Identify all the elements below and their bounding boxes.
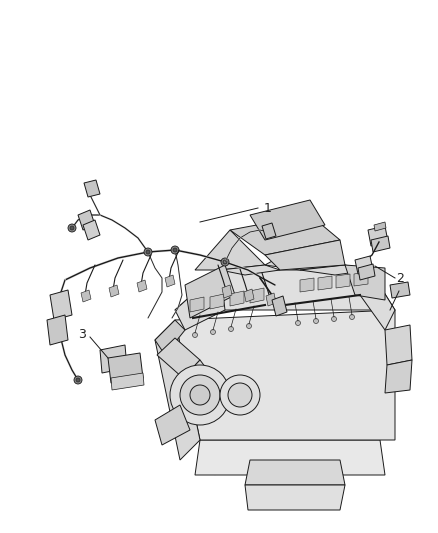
Polygon shape	[390, 282, 410, 298]
Circle shape	[101, 350, 111, 360]
Circle shape	[229, 327, 233, 332]
Polygon shape	[195, 440, 385, 475]
Circle shape	[228, 383, 252, 407]
Polygon shape	[108, 353, 143, 383]
Polygon shape	[109, 285, 119, 297]
Polygon shape	[185, 265, 235, 318]
Polygon shape	[300, 278, 314, 292]
Polygon shape	[245, 485, 345, 510]
Circle shape	[332, 317, 336, 321]
Polygon shape	[100, 345, 127, 373]
Circle shape	[221, 258, 229, 266]
Text: 2: 2	[396, 271, 404, 285]
Polygon shape	[318, 276, 332, 290]
Polygon shape	[336, 274, 350, 288]
Polygon shape	[157, 338, 200, 378]
Circle shape	[170, 365, 230, 425]
Polygon shape	[374, 222, 386, 231]
Circle shape	[74, 376, 82, 384]
Polygon shape	[385, 360, 412, 393]
Polygon shape	[183, 360, 215, 398]
Polygon shape	[272, 296, 287, 316]
Circle shape	[314, 319, 318, 324]
Polygon shape	[190, 297, 204, 312]
Polygon shape	[354, 272, 368, 286]
Polygon shape	[155, 320, 200, 460]
Circle shape	[70, 226, 74, 230]
Polygon shape	[358, 264, 375, 280]
Circle shape	[146, 250, 150, 254]
Polygon shape	[371, 236, 390, 252]
Text: 3: 3	[78, 327, 86, 341]
Polygon shape	[175, 270, 225, 330]
Polygon shape	[175, 270, 395, 310]
Polygon shape	[155, 405, 190, 445]
Polygon shape	[222, 285, 232, 298]
Circle shape	[144, 248, 152, 256]
Polygon shape	[84, 180, 100, 197]
Circle shape	[296, 320, 300, 326]
Polygon shape	[155, 320, 185, 355]
Polygon shape	[165, 275, 175, 287]
Circle shape	[247, 324, 251, 328]
Polygon shape	[83, 220, 100, 240]
Polygon shape	[111, 373, 144, 390]
Polygon shape	[210, 294, 224, 309]
Polygon shape	[78, 210, 95, 230]
Circle shape	[171, 246, 179, 254]
Polygon shape	[385, 325, 412, 365]
Circle shape	[220, 375, 260, 415]
Polygon shape	[195, 230, 265, 270]
Polygon shape	[250, 200, 325, 240]
Circle shape	[190, 385, 210, 405]
Circle shape	[173, 248, 177, 252]
Polygon shape	[250, 288, 264, 303]
Polygon shape	[360, 270, 395, 330]
Circle shape	[350, 314, 354, 319]
Polygon shape	[265, 240, 345, 270]
Polygon shape	[262, 223, 276, 239]
Polygon shape	[47, 315, 68, 345]
Polygon shape	[175, 310, 395, 440]
Circle shape	[68, 224, 76, 232]
Polygon shape	[230, 291, 244, 306]
Polygon shape	[244, 289, 254, 302]
Polygon shape	[220, 265, 280, 275]
Polygon shape	[266, 293, 276, 306]
Polygon shape	[230, 215, 340, 255]
Polygon shape	[245, 460, 345, 485]
Circle shape	[180, 375, 220, 415]
Text: 1: 1	[264, 201, 272, 214]
Circle shape	[223, 260, 227, 264]
Polygon shape	[368, 226, 388, 246]
Circle shape	[211, 329, 215, 335]
Polygon shape	[265, 240, 345, 270]
Polygon shape	[300, 265, 370, 275]
Polygon shape	[81, 290, 91, 302]
Polygon shape	[355, 256, 373, 274]
Circle shape	[76, 378, 80, 382]
Polygon shape	[137, 280, 147, 292]
Polygon shape	[50, 290, 72, 320]
Circle shape	[192, 333, 198, 337]
Polygon shape	[345, 265, 385, 300]
